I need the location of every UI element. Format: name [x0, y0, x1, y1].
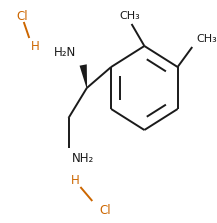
Text: H: H	[71, 173, 79, 186]
Text: H: H	[31, 39, 40, 52]
Polygon shape	[80, 64, 87, 88]
Text: CH₃: CH₃	[119, 11, 140, 21]
Text: NH₂: NH₂	[72, 151, 94, 165]
Text: H₂N: H₂N	[54, 47, 76, 60]
Text: Cl: Cl	[100, 204, 111, 217]
Text: Cl: Cl	[16, 10, 28, 23]
Text: CH₃: CH₃	[196, 34, 217, 44]
